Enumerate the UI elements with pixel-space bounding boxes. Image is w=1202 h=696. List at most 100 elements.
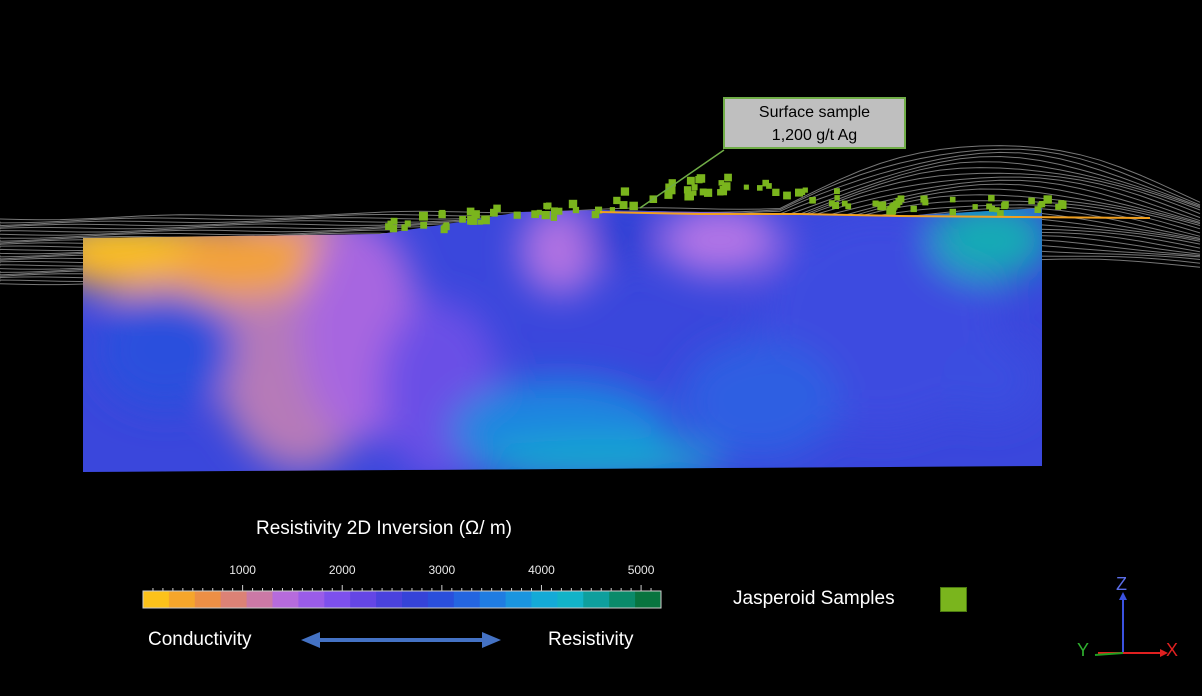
sample-marker [718,180,724,186]
sample-marker [841,200,848,207]
resistivity-label: Resistivity [548,629,634,650]
sample-marker [719,186,728,194]
sample-marker [897,195,905,203]
colorbar-segment [402,591,429,608]
axis-y-label: Y [1077,640,1090,660]
sample-marker [555,207,563,215]
colorbar-segment [427,591,455,608]
sample-marker [683,186,692,194]
sample-marker [390,217,398,225]
sample-marker [704,188,713,197]
resistivity-section [83,208,1042,472]
sample-marker [550,207,558,215]
sample-marker [629,201,638,211]
sample-marker [568,199,578,209]
sample-marker [724,173,732,182]
sample-marker [668,179,676,187]
jasperoid-sample-markers [385,173,1067,234]
surface-sample-callout: Surface sample 1,200 g/t Ag [723,97,906,149]
sample-marker [664,190,673,199]
sample-marker [404,220,411,227]
colorbar-title: Resistivity 2D Inversion (Ω/ m) [256,518,512,539]
colorbar-tick-label: 5000 [627,563,655,577]
sample-marker [834,195,840,201]
sample-marker [1058,200,1065,206]
sample-marker [920,195,928,203]
sample-marker [922,199,929,206]
colorbar-segment [246,591,273,608]
sample-marker [783,191,791,200]
colorbar-tick-label: 4000 [528,563,555,577]
sample-marker [572,206,580,214]
colorbar-segment [350,591,377,608]
colorbar [142,585,662,609]
sample-marker [385,223,392,230]
colorbar-segment [143,591,170,608]
sample-marker [536,209,542,215]
sample-marker [828,200,835,207]
conductivity-resistivity-arrow [301,632,501,648]
axis-x-label: X [1166,640,1179,660]
sample-marker [591,210,600,219]
colorbar-segment [376,591,403,608]
sample-marker [387,220,393,226]
sample-marker [541,211,550,220]
sample-marker [872,200,879,207]
sample-marker [809,197,816,204]
sample-marker [443,222,450,228]
sample-marker [420,221,428,229]
sample-marker [988,194,995,202]
sample-marker [696,174,706,183]
sample-marker [389,225,398,233]
sample-marker [1043,195,1052,204]
legend-swatch [940,587,967,612]
sample-marker [877,201,887,211]
sample-marker [1028,197,1035,205]
callout-line-2: 1,200 g/t Ag [771,127,858,144]
sample-marker [743,184,749,190]
sample-marker [686,176,695,185]
sample-marker [477,219,483,225]
colorbar-segment [531,591,558,608]
axis-z-label: Z [1116,574,1127,594]
sample-marker [799,189,806,196]
colorbar-tick-label: 3000 [428,563,456,577]
sample-marker [1055,204,1062,210]
colorbar-segment [453,591,481,608]
sample-marker [667,186,676,195]
sample-marker [1038,201,1046,208]
sample-marker [910,205,917,213]
colorbar-segment [609,591,636,608]
sample-marker [619,201,628,209]
sample-marker [469,216,478,225]
sample-marker [1034,206,1042,213]
colorbar-segment [194,591,222,608]
sample-marker [471,210,480,219]
colorbar-segment [168,591,196,608]
sample-marker [401,224,408,231]
conductivity-label: Conductivity [148,629,252,650]
sample-marker [613,196,621,205]
sample-marker [795,188,803,197]
sample-marker [459,216,466,223]
sample-marker [989,205,995,212]
colorbar-tick-label: 2000 [328,563,356,577]
sample-marker [1002,201,1009,208]
sample-marker [490,208,498,217]
colorbar-segment [635,591,662,608]
colorbar-segment [272,591,299,608]
sample-marker [994,207,1000,213]
sample-marker [543,202,550,209]
sample-marker [550,214,558,221]
sample-marker [466,207,475,216]
sample-marker [845,203,852,210]
callout-line-1: Surface sample [758,104,871,121]
colorbar-segment [298,591,325,608]
sample-marker [949,208,956,216]
colorbar-segment [324,591,351,608]
callout-leader [639,149,725,209]
sample-marker [890,202,898,210]
sample-marker [609,207,615,213]
sample-marker [699,188,707,196]
